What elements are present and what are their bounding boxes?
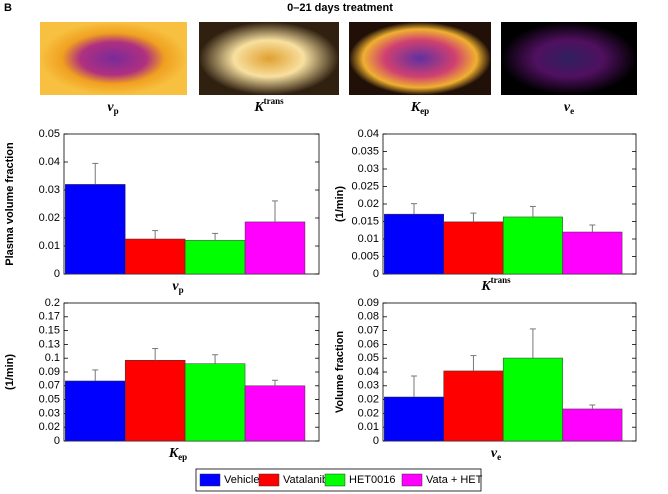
bar	[65, 184, 126, 275]
y-tick-label: 0.17	[39, 311, 60, 323]
y-tick-label: 0.05	[39, 128, 60, 140]
y-tick-label: 0.02	[358, 394, 379, 406]
image-kep	[349, 22, 491, 95]
bar	[502, 216, 563, 275]
y-tick-label: 0.035	[351, 145, 379, 157]
y-tick-label: 0.03	[39, 184, 60, 196]
legend-swatch	[324, 473, 346, 487]
y-tick-label: 0.01	[358, 421, 379, 433]
image-label-main: K	[253, 100, 265, 115]
panel-label: B	[4, 2, 12, 14]
bar	[502, 357, 563, 442]
y-tick-label: 0.13	[39, 338, 60, 350]
y-tick-label: 0.02	[358, 198, 379, 210]
figure-title: 0–21 days treatment	[287, 2, 393, 14]
x-axis-label-main: K	[480, 279, 492, 294]
y-tick-label: 0.03	[39, 407, 60, 419]
bar	[443, 370, 504, 442]
y-tick-label: 0.03	[358, 163, 379, 175]
y-tick-label: 0.01	[358, 233, 379, 245]
image-label: Kep	[410, 100, 429, 116]
y-tick-label: 0.15	[39, 325, 60, 337]
image-label: Ktrans	[253, 96, 284, 115]
y-tick-label: 0.08	[358, 311, 379, 323]
bar	[443, 221, 504, 275]
x-axis-label-script: ep	[178, 452, 187, 462]
y-tick-label: 0	[54, 435, 60, 447]
bar	[562, 408, 623, 442]
y-tick-label: 0.005	[351, 250, 379, 262]
y-tick-label: 0.05	[39, 394, 60, 406]
y-tick-label: 0.05	[358, 352, 379, 364]
y-tick-label: 0.09	[39, 366, 60, 378]
legend-label: Vatalanib	[283, 474, 328, 486]
image-label-main: v	[564, 100, 571, 115]
image-label: vp	[107, 100, 118, 116]
image-label-script: trans	[264, 96, 284, 106]
y-tick-label: 0	[373, 435, 379, 447]
legend-label: Vehicle	[224, 474, 259, 486]
bar	[244, 221, 306, 275]
bar	[562, 231, 623, 275]
image-label-script: e	[570, 106, 574, 116]
y-tick-label: 0.07	[39, 380, 60, 392]
y-tick-label: 0.02	[39, 421, 60, 433]
image-ktrans	[199, 22, 339, 95]
y-tick-label: 0.06	[358, 338, 379, 350]
image-vp	[40, 22, 187, 95]
bar	[124, 238, 186, 275]
x-axis-label-script: trans	[491, 275, 511, 285]
bar	[184, 363, 246, 442]
y-axis-label: Plasma volume fraction	[4, 142, 16, 266]
x-axis-label-script: e	[497, 452, 501, 462]
y-tick-label: 0.04	[358, 128, 379, 140]
bar	[184, 240, 246, 275]
image-label-main: K	[410, 100, 422, 115]
y-tick-label: 0.04	[358, 366, 379, 378]
y-tick-label: 0.04	[39, 156, 60, 168]
y-tick-label: 0.1	[45, 352, 60, 364]
y-tick-label: 0	[373, 268, 379, 280]
x-axis-label-main: v	[172, 279, 179, 294]
legend-swatch	[199, 473, 221, 487]
y-tick-label: 0.03	[358, 380, 379, 392]
y-axis-label: (1/min)	[334, 186, 346, 222]
y-tick-label: 0.01	[39, 240, 60, 252]
image-label-main: v	[107, 100, 114, 115]
x-axis-label: vp	[172, 279, 183, 295]
y-axis-label: Volume fraction	[334, 331, 346, 414]
bar	[124, 360, 186, 442]
y-tick-label: 0.09	[358, 297, 379, 309]
x-axis-label: Ktrans	[480, 275, 511, 294]
bar	[244, 385, 306, 442]
bar	[384, 396, 444, 442]
legend-label: Vata + HET	[426, 474, 483, 486]
legend-swatch	[258, 473, 280, 487]
y-tick-label: 0.02	[39, 212, 60, 224]
image-label: ve	[564, 100, 574, 116]
legend-label: HET0016	[349, 474, 395, 486]
y-tick-label: 0.2	[45, 297, 60, 309]
y-tick-label: 0.025	[351, 180, 379, 192]
bar	[65, 380, 126, 442]
y-tick-label: 0.015	[351, 215, 379, 227]
x-axis-label-script: p	[179, 285, 184, 295]
x-axis-label: ve	[491, 446, 501, 462]
legend-swatch	[401, 473, 423, 487]
image-ve	[501, 22, 637, 95]
y-tick-label: 0	[54, 268, 60, 280]
x-axis-label-main: K	[168, 446, 180, 461]
bar	[384, 213, 444, 275]
image-label-script: ep	[420, 106, 429, 116]
image-label-script: p	[114, 106, 119, 116]
x-axis-label-main: v	[491, 446, 498, 461]
y-axis-label: (1/min)	[4, 354, 16, 390]
x-axis-label: Kep	[168, 446, 187, 462]
y-tick-label: 0.02	[358, 407, 379, 419]
y-tick-label: 0.07	[358, 325, 379, 337]
